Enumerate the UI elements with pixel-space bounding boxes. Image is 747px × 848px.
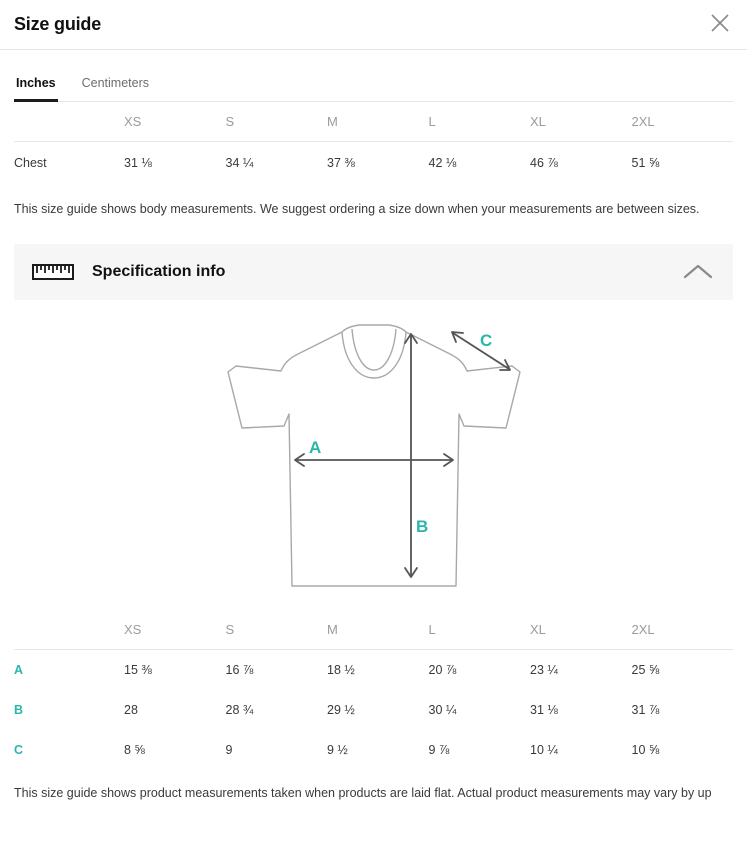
body-header-spacer: [14, 102, 124, 142]
table-row: Chest 31 ⅛ 34 ¼ 37 ⅜ 42 ⅛ 46 ⅞ 51 ⅝: [14, 142, 733, 185]
specification-info-title: Specification info: [92, 263, 226, 281]
spec-c-xs: 8 ⅝: [124, 743, 145, 758]
spec-b-2xl: 31 ⅞: [631, 703, 660, 718]
spec-c-s: 9: [225, 743, 233, 758]
modal-header: Size guide: [0, 0, 747, 50]
spec-measurement-note: This size guide shows product measuremen…: [14, 786, 712, 801]
tab-centimeters[interactable]: Centimeters: [80, 70, 151, 102]
spec-b-s: 28 ¾: [225, 703, 254, 718]
body-chest-xl: 46 ⅞: [530, 156, 558, 170]
close-button[interactable]: [703, 8, 737, 42]
spec-a-xs: 15 ⅜: [124, 663, 152, 678]
body-col-xl: XL: [530, 102, 632, 142]
body-chest-xs: 31 ⅛: [124, 156, 152, 170]
spec-col-2xl: 2XL: [631, 614, 733, 651]
table-header-row: XS S M L XL 2XL: [14, 102, 733, 142]
diagram-label-a: A: [309, 438, 321, 457]
spec-a-m: 18 ½: [327, 663, 355, 678]
body-row-label-chest: Chest: [14, 156, 47, 170]
spec-col-l: L: [428, 614, 530, 651]
table-row: B 28 28 ¾ 29 ½ 30 ¼ 31 ⅛ 31 ⅞: [14, 690, 733, 730]
body-measurement-table: XS S M L XL 2XL Chest 31 ⅛ 34 ¼ 37 ⅜ 42 …: [14, 102, 733, 184]
body-chest-s: 34 ¼: [225, 156, 254, 170]
spec-col-s: S: [225, 614, 327, 651]
arrow-c: [450, 331, 511, 372]
unit-tabs-wrapper: Inches Centimeters: [0, 70, 747, 102]
arrow-b: [403, 333, 418, 579]
spec-c-2xl: 10 ⅝: [631, 743, 660, 758]
spec-a-l: 20 ⅞: [428, 663, 457, 678]
spec-a-xl: 23 ¼: [530, 663, 558, 678]
body-measurement-note: This size guide shows body measurements.…: [14, 202, 700, 216]
ruler-icon: [32, 264, 74, 281]
table-row: A 15 ⅜ 16 ⅞ 18 ½ 20 ⅞ 23 ¼ 25 ⅝: [14, 650, 733, 691]
body-col-m: M: [327, 102, 429, 142]
body-col-s: S: [225, 102, 327, 142]
spec-row-label-a: A: [14, 663, 24, 678]
close-icon: [709, 12, 731, 37]
spec-b-xs: 28: [124, 703, 138, 718]
tshirt-outline: [226, 324, 521, 587]
spec-c-l: 9 ⅞: [428, 743, 450, 758]
spec-measurement-table-wrapper: XS S M L XL 2XL A 15 ⅜ 16 ⅞ 18 ½ 20 ⅞ 23…: [0, 614, 747, 770]
page-title: Size guide: [14, 14, 102, 34]
spec-b-l: 30 ¼: [428, 703, 457, 718]
spec-a-s: 16 ⅞: [225, 663, 254, 678]
body-chest-l: 42 ⅛: [428, 156, 457, 170]
body-measurement-table-wrapper: XS S M L XL 2XL Chest 31 ⅛ 34 ¼ 37 ⅜ 42 …: [0, 102, 747, 184]
tshirt-diagram: A B C: [0, 300, 747, 604]
table-row: C 8 ⅝ 9 9 ½ 9 ⅞ 10 ¼ 10 ⅝: [14, 730, 733, 770]
spec-row-label-c: C: [14, 743, 24, 758]
body-col-l: L: [428, 102, 530, 142]
spec-col-xs: XS: [124, 614, 226, 651]
spec-header-spacer: [14, 614, 124, 651]
tshirt-diagram-svg: A B C: [226, 324, 521, 587]
specification-info-accordion-header[interactable]: Specification info: [14, 244, 733, 301]
spec-b-m: 29 ½: [327, 703, 355, 718]
spec-row-label-b: B: [14, 703, 24, 718]
unit-tabs: Inches Centimeters: [14, 70, 733, 102]
spec-measurement-table: XS S M L XL 2XL A 15 ⅜ 16 ⅞ 18 ½ 20 ⅞ 23…: [14, 614, 733, 770]
body-col-2xl: 2XL: [631, 102, 733, 142]
tab-inches[interactable]: Inches: [14, 70, 58, 102]
spec-b-xl: 31 ⅛: [530, 703, 558, 718]
table-header-row: XS S M L XL 2XL: [14, 614, 733, 651]
body-chest-2xl: 51 ⅝: [631, 156, 660, 170]
diagram-label-c: C: [480, 331, 492, 350]
arrow-a: [293, 453, 454, 468]
spec-a-2xl: 25 ⅝: [631, 663, 660, 678]
spec-col-m: M: [327, 614, 429, 651]
body-col-xs: XS: [124, 102, 226, 142]
diagram-label-b: B: [416, 517, 428, 536]
body-chest-m: 37 ⅜: [327, 156, 355, 170]
spec-c-m: 9 ½: [327, 743, 348, 758]
spec-c-xl: 10 ¼: [530, 743, 558, 758]
spec-col-xl: XL: [530, 614, 632, 651]
chevron-up-icon[interactable]: [681, 262, 715, 282]
